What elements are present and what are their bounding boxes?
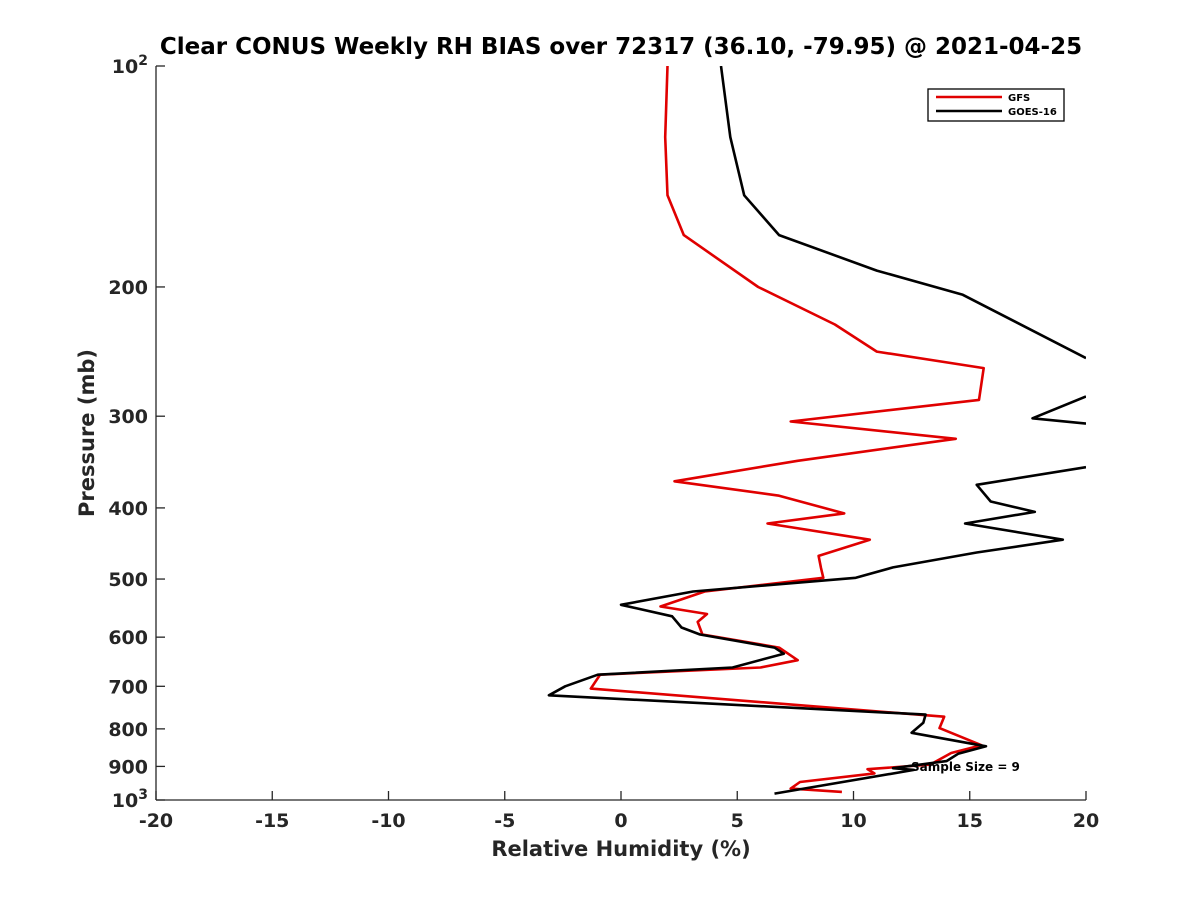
y-tick-label: 800 xyxy=(108,719,148,741)
y-axis-label: Pressure (mb) xyxy=(75,349,99,517)
chart-title: Clear CONUS Weekly RH BIAS over 72317 (3… xyxy=(160,34,1082,60)
x-tick-label: -5 xyxy=(494,810,515,832)
sample-size-annotation: Sample Size = 9 xyxy=(911,760,1020,774)
y-tick-label: 900 xyxy=(108,756,148,778)
y-tick-label: 600 xyxy=(108,627,148,649)
x-tick-label: 15 xyxy=(957,810,983,832)
x-tick-label: 0 xyxy=(614,810,627,832)
x-axis-ticks: -20 -15 -10 -5 0 5 10 15 20 xyxy=(139,791,1099,832)
y-tick-label: 700 xyxy=(108,676,148,698)
y-tick-label: 103 xyxy=(112,787,148,812)
y-tick-label: 300 xyxy=(108,406,148,428)
series-line-goes16 xyxy=(547,66,1086,795)
y-axis-ticks: 102 200 300 400 500 600 700 800 900 103 xyxy=(108,53,165,812)
legend-label-gfs: GFS xyxy=(1008,93,1030,104)
legend-box xyxy=(927,88,1065,122)
x-tick-label: 5 xyxy=(731,810,744,832)
y-tick-label: 102 xyxy=(112,53,148,78)
y-tick-label: 400 xyxy=(108,498,148,520)
y-tick-label: 500 xyxy=(108,569,148,591)
x-tick-label: -15 xyxy=(255,810,289,832)
legend: GFS GOES-16 xyxy=(927,88,1065,122)
legend-label-goes16: GOES-16 xyxy=(1008,107,1057,118)
x-axis-label: Relative Humidity (%) xyxy=(491,837,750,861)
x-tick-label: -10 xyxy=(371,810,405,832)
y-tick-label: 200 xyxy=(108,277,148,299)
series-layer xyxy=(547,66,1086,795)
plot-area xyxy=(156,66,1086,800)
x-tick-label: -20 xyxy=(139,810,173,832)
x-tick-label: 20 xyxy=(1073,810,1099,832)
x-tick-label: 10 xyxy=(840,810,866,832)
